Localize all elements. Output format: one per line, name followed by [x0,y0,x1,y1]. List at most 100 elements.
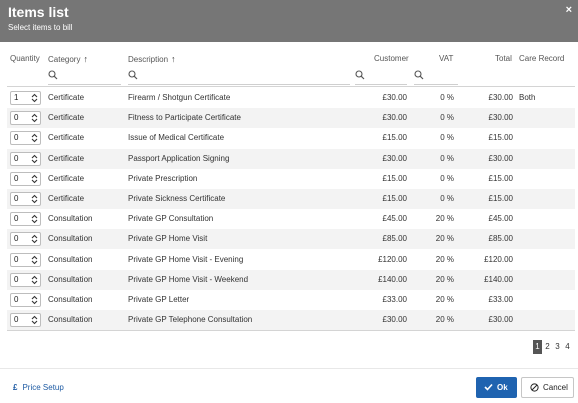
quantity-stepper[interactable]: 0 [10,151,41,166]
table-row: 0 Consultation Private GP Telephone Consul… [7,310,575,331]
quantity-value: 0 [14,173,19,183]
stepper-arrows-icon[interactable] [31,153,38,165]
description-cell: Private GP Letter [128,295,190,304]
total-cell: £45.00 [488,214,513,224]
vat-cell: 20 % [435,315,454,325]
search-icon[interactable] [414,70,424,80]
vat-cell: 0 % [440,194,454,203]
quantity-value: 0 [14,113,19,123]
quantity-value: 0 [14,315,19,325]
vat-filter-input[interactable] [414,84,458,85]
quantity-value: 0 [14,214,19,224]
customer-cell: £33.00 [382,295,407,304]
search-icon[interactable] [48,70,58,80]
vat-cell: 0 % [440,93,454,102]
quantity-stepper[interactable]: 0 [10,192,41,206]
customer-cell: £15.00 [382,173,407,183]
vat-cell: 0 % [440,133,454,143]
vat-cell: 0 % [440,153,454,163]
quantity-value: 0 [14,234,19,244]
ok-button[interactable]: Ok [476,377,517,398]
quantity-value: 0 [14,133,19,143]
column-header-category-label: Category [48,55,81,64]
page-2-button[interactable]: 2 [545,342,550,351]
customer-cell: £30.00 [382,315,407,325]
search-icon[interactable] [355,70,365,80]
stepper-arrows-icon[interactable] [31,193,38,205]
stepper-arrows-icon[interactable] [31,314,38,326]
quantity-stepper[interactable]: 0 [10,272,41,287]
description-cell: Private GP Home Visit [128,234,208,244]
total-cell: £140.00 [484,274,513,284]
vat-cell: 20 % [435,295,454,304]
customer-cell: £15.00 [382,194,407,203]
quantity-value: 0 [14,274,19,284]
quantity-stepper[interactable]: 0 [10,212,41,227]
column-header-category[interactable]: Category ↑ [48,54,88,64]
quantity-value: 1 [14,93,19,102]
price-setup-link[interactable]: £ Price Setup [13,383,64,392]
stepper-arrows-icon[interactable] [31,173,38,185]
customer-cell: £15.00 [382,133,407,143]
quantity-stepper[interactable]: 0 [10,313,41,328]
stepper-arrows-icon[interactable] [31,274,38,286]
dialog-title: Items list [8,4,69,20]
price-setup-label: Price Setup [22,383,64,392]
quantity-stepper[interactable]: 0 [10,293,41,307]
dialog-header: Items list Select items to bill × [0,0,578,42]
category-cell: Consultation [48,274,93,284]
category-cell: Consultation [48,214,93,224]
table-row: 0 Certificate Fitness to Participate Certi… [7,108,575,129]
quantity-value: 0 [14,254,19,264]
stepper-arrows-icon[interactable] [31,92,38,104]
description-cell: Private Sickness Certificate [128,194,226,203]
description-cell: Private GP Telephone Consultation [128,315,253,325]
column-header-description[interactable]: Description ↑ [128,54,176,64]
column-header-care-record: Care Record [519,54,565,63]
category-cell: Consultation [48,254,93,264]
pound-icon: £ [13,383,18,392]
vat-cell: 20 % [435,274,454,284]
quantity-stepper[interactable]: 0 [10,111,41,126]
stepper-arrows-icon[interactable] [31,254,38,266]
customer-cell: £140.00 [378,274,407,284]
page-1-button[interactable]: 1 [533,340,542,354]
table-row: 0 Certificate Passport Application Signing… [7,148,575,169]
stepper-arrows-icon[interactable] [31,132,38,144]
description-cell: Firearm / Shotgun Certificate [128,93,231,102]
customer-cell: £45.00 [382,214,407,224]
quantity-stepper[interactable]: 0 [10,232,41,247]
stepper-arrows-icon[interactable] [31,213,38,225]
dialog-footer: £ Price Setup Ok Cancel [0,368,578,403]
description-cell: Passport Application Signing [128,153,230,163]
quantity-stepper[interactable]: 0 [10,171,41,186]
vat-cell: 20 % [435,214,454,224]
page-4-button[interactable]: 4 [565,342,570,351]
stepper-arrows-icon[interactable] [31,233,38,245]
quantity-stepper[interactable]: 0 [10,131,41,146]
description-cell: Private GP Home Visit - Evening [128,254,244,264]
vat-cell: 20 % [435,254,454,264]
total-cell: £33.00 [488,295,513,304]
cancel-button[interactable]: Cancel [521,377,574,398]
category-cell: Certificate [48,93,85,102]
total-cell: £120.00 [484,254,513,264]
vat-cell: 0 % [440,173,454,183]
total-cell: £30.00 [488,315,513,325]
page-3-button[interactable]: 3 [555,342,560,351]
search-icon[interactable] [128,70,138,80]
category-cell: Certificate [48,173,85,183]
quantity-stepper[interactable]: 1 [10,91,41,105]
description-cell: Private GP Consultation [128,214,214,224]
customer-filter-input[interactable] [355,84,407,85]
stepper-arrows-icon[interactable] [31,294,38,306]
quantity-stepper[interactable]: 0 [10,252,41,267]
column-header-customer: Customer [374,54,409,63]
description-cell: Fitness to Participate Certificate [128,113,241,123]
total-cell: £15.00 [488,133,513,143]
stepper-arrows-icon[interactable] [31,112,38,124]
description-filter-input[interactable] [128,84,350,85]
category-filter-input[interactable] [48,84,121,85]
close-icon[interactable]: × [565,4,572,16]
